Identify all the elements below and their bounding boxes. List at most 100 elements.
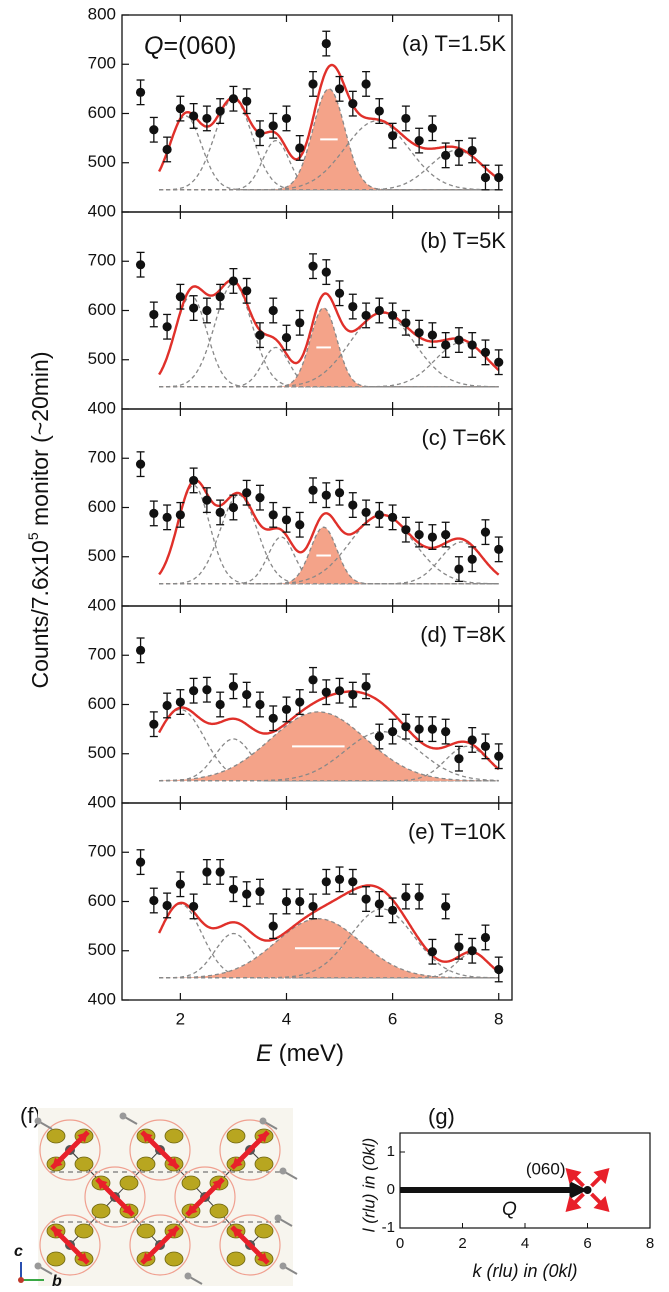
data-point	[281, 515, 292, 525]
data-point	[427, 532, 438, 542]
moment-arrowhead	[97, 1179, 108, 1190]
spin-density	[91, 1203, 111, 1219]
data-point	[401, 318, 411, 328]
component-curve	[158, 708, 499, 782]
y-axis-label-part: 5	[25, 532, 41, 540]
data-point	[281, 113, 292, 124]
data-point	[215, 867, 225, 877]
y-tick-label: 700	[88, 842, 116, 861]
data-point	[242, 690, 252, 700]
data-point	[480, 741, 491, 751]
y-tick-label: 400	[88, 792, 116, 811]
data-point	[189, 901, 199, 912]
data-point	[427, 330, 438, 340]
data-point	[414, 529, 424, 540]
data-point	[162, 900, 172, 911]
y-tick-label: 700	[88, 54, 116, 73]
spin-density	[136, 1223, 156, 1239]
y-tick-label: 500	[88, 743, 116, 762]
panel: 400 500 600 700 (b) T=5K	[88, 211, 513, 417]
y-tick-label: 600	[88, 497, 116, 516]
data-point	[388, 310, 398, 321]
panel-label: (e) T=10K	[408, 819, 506, 844]
data-point	[215, 507, 225, 518]
moment-arrowhead	[142, 1252, 153, 1263]
x-tick-label: 2	[176, 1009, 185, 1028]
crystal-structure	[34, 1108, 298, 1286]
vector-arrowhead	[569, 1181, 588, 1199]
data-point	[494, 751, 504, 761]
data-point	[202, 685, 212, 695]
moment-arrowhead	[52, 1157, 63, 1168]
data-point	[281, 332, 292, 343]
x-tick-label: 8	[494, 1009, 503, 1028]
data-point	[454, 148, 464, 158]
data-point	[149, 508, 159, 519]
x-tick-label: 2	[458, 1235, 466, 1252]
data-point	[414, 328, 424, 338]
data-point	[162, 700, 172, 711]
y-axis-label-part: Counts/7.6x10	[27, 540, 53, 688]
data-point	[348, 877, 358, 887]
data-point	[202, 867, 212, 877]
y-axis-label: Counts/7.6x105 monitor (~20min)	[25, 352, 53, 689]
moment-arrowhead	[212, 1179, 223, 1190]
data-point	[480, 172, 491, 183]
data-point	[441, 340, 451, 350]
atom	[119, 1112, 127, 1120]
data-point	[480, 932, 491, 943]
data-point	[295, 143, 305, 153]
annotation: Q=(060)	[144, 32, 236, 60]
y-tick-label: 1	[387, 1143, 395, 1160]
panel-frame	[121, 802, 513, 1001]
fit-curve	[158, 478, 500, 576]
data-point	[308, 675, 318, 685]
spin-density	[209, 1203, 229, 1219]
axis-c: c	[14, 1243, 23, 1260]
data-point	[295, 896, 305, 907]
data-point	[454, 942, 464, 952]
data-point	[480, 347, 491, 357]
data-point	[308, 79, 318, 89]
fluctuation-arrowhead	[593, 1196, 610, 1212]
data-point	[334, 84, 345, 94]
data-point	[255, 330, 265, 340]
spin-density	[46, 1251, 66, 1267]
atom	[279, 1262, 287, 1270]
data-point	[255, 887, 265, 897]
data-point	[228, 94, 239, 104]
atom	[274, 1214, 282, 1222]
data-point	[441, 529, 451, 540]
y-tick-label: 600	[88, 103, 116, 122]
data-point	[295, 318, 305, 328]
atom	[259, 1117, 267, 1125]
data-point	[374, 305, 384, 316]
data-point	[135, 459, 146, 469]
spin-density	[136, 1156, 156, 1172]
data-point	[308, 901, 318, 912]
data-point	[414, 724, 424, 734]
data-point	[414, 135, 424, 146]
y-axis-label: l (rlu) in (0kl)	[359, 1138, 378, 1232]
data-point	[202, 305, 212, 316]
moment-arrowhead	[167, 1227, 178, 1238]
data-point	[268, 921, 278, 931]
moment-arrowhead	[232, 1227, 243, 1238]
data-point	[321, 38, 331, 49]
x-tick-label: 6	[583, 1235, 591, 1252]
moment-arrowhead	[52, 1227, 63, 1238]
data-point	[348, 690, 358, 700]
vector-label: (060)	[526, 1159, 566, 1178]
component-curve	[159, 918, 499, 979]
y-axis-label-part: monitor (~20min)	[27, 352, 53, 533]
data-point	[374, 106, 384, 116]
panel: 400 500 600 700 2 4 6 8 (e) T=10K	[88, 802, 513, 1028]
moment-arrowhead	[167, 1157, 178, 1168]
x-axis-label-part: E	[256, 1040, 273, 1067]
data-point	[149, 895, 159, 906]
y-tick-label: 600	[88, 694, 116, 713]
data-point	[255, 493, 265, 503]
x-tick-label: 0	[396, 1235, 404, 1252]
data-point	[494, 172, 504, 183]
spin-density	[164, 1251, 184, 1267]
